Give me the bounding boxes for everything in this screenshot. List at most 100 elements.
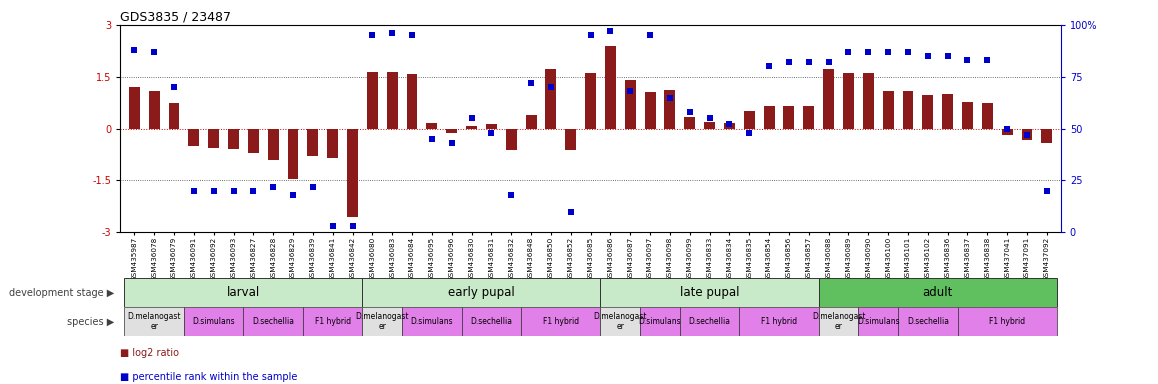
Point	[303, 184, 322, 190]
Bar	[362, 307, 402, 336]
Text: D.simulans: D.simulans	[639, 317, 681, 326]
Point	[1038, 188, 1056, 194]
Bar	[882, 91, 894, 129]
Text: D.simulans: D.simulans	[857, 317, 900, 326]
Point	[264, 184, 283, 190]
Bar	[545, 69, 556, 129]
Point	[621, 88, 639, 94]
Point	[364, 32, 382, 38]
Bar	[843, 73, 853, 129]
Point	[403, 32, 422, 38]
Bar	[604, 46, 616, 129]
Point	[284, 192, 302, 198]
Bar	[189, 129, 199, 146]
Bar	[763, 106, 775, 129]
Bar	[565, 129, 577, 150]
Point	[522, 80, 541, 86]
Point	[164, 84, 183, 90]
Point	[681, 109, 699, 115]
Bar	[958, 307, 1057, 336]
Bar	[923, 95, 933, 129]
Text: D.melanogast
er: D.melanogast er	[812, 312, 865, 331]
Text: adult: adult	[923, 286, 953, 299]
Point	[442, 140, 461, 146]
Bar	[148, 91, 160, 129]
Point	[918, 53, 937, 59]
Point	[998, 126, 1017, 132]
Text: early pupal: early pupal	[448, 286, 515, 299]
Bar	[680, 307, 739, 336]
Text: D.melanogast
er: D.melanogast er	[356, 312, 409, 331]
Point	[899, 49, 917, 55]
Bar	[248, 129, 258, 153]
Bar	[962, 102, 973, 129]
Bar	[267, 129, 279, 160]
Bar	[819, 307, 858, 336]
Text: development stage ▶: development stage ▶	[9, 288, 115, 298]
Bar	[124, 278, 362, 307]
Bar	[362, 278, 601, 307]
Text: ■ log2 ratio: ■ log2 ratio	[120, 348, 179, 358]
Text: D.simulans: D.simulans	[192, 317, 235, 326]
Bar	[307, 129, 318, 156]
Bar	[739, 307, 819, 336]
Point	[423, 136, 441, 142]
Bar	[601, 278, 819, 307]
Bar	[899, 307, 958, 336]
Text: D.sechellia: D.sechellia	[252, 317, 294, 326]
Bar	[823, 69, 834, 129]
Text: species ▶: species ▶	[67, 316, 115, 327]
Point	[482, 130, 500, 136]
Point	[205, 188, 223, 194]
Bar	[129, 87, 140, 129]
Point	[740, 130, 758, 136]
Point	[145, 49, 163, 55]
Bar	[902, 91, 914, 129]
Bar	[625, 80, 636, 129]
Point	[1018, 132, 1036, 138]
Bar	[943, 94, 953, 129]
Point	[859, 49, 878, 55]
Bar	[303, 307, 362, 336]
Point	[779, 59, 798, 65]
Bar	[784, 106, 794, 129]
Point	[184, 188, 203, 194]
Bar	[486, 124, 497, 129]
Point	[601, 28, 620, 34]
Point	[244, 188, 263, 194]
Point	[879, 49, 897, 55]
Bar	[640, 307, 680, 336]
Bar	[184, 307, 243, 336]
Bar	[819, 278, 1057, 307]
Bar	[462, 307, 521, 336]
Bar	[367, 71, 378, 129]
Bar	[585, 73, 596, 129]
Bar	[208, 129, 219, 148]
Bar	[704, 122, 714, 129]
Point	[225, 188, 243, 194]
Point	[462, 115, 481, 121]
Text: D.simulans: D.simulans	[411, 317, 453, 326]
Text: D.sechellia: D.sechellia	[907, 317, 948, 326]
Bar	[243, 307, 303, 336]
Point	[979, 57, 997, 63]
Point	[501, 192, 520, 198]
Point	[799, 59, 818, 65]
Bar	[743, 111, 755, 129]
Point	[640, 32, 659, 38]
Bar	[684, 117, 695, 129]
Bar	[982, 103, 992, 129]
Point	[760, 63, 778, 70]
Bar	[506, 129, 516, 150]
Text: F1 hybrid: F1 hybrid	[989, 317, 1025, 326]
Bar	[521, 307, 601, 336]
Point	[958, 57, 976, 63]
Bar	[426, 123, 438, 129]
Bar	[724, 123, 735, 129]
Point	[581, 32, 600, 38]
Bar	[169, 103, 179, 129]
Text: GDS3835 / 23487: GDS3835 / 23487	[120, 11, 232, 24]
Point	[661, 94, 680, 101]
Bar	[446, 129, 457, 133]
Bar	[467, 126, 477, 129]
